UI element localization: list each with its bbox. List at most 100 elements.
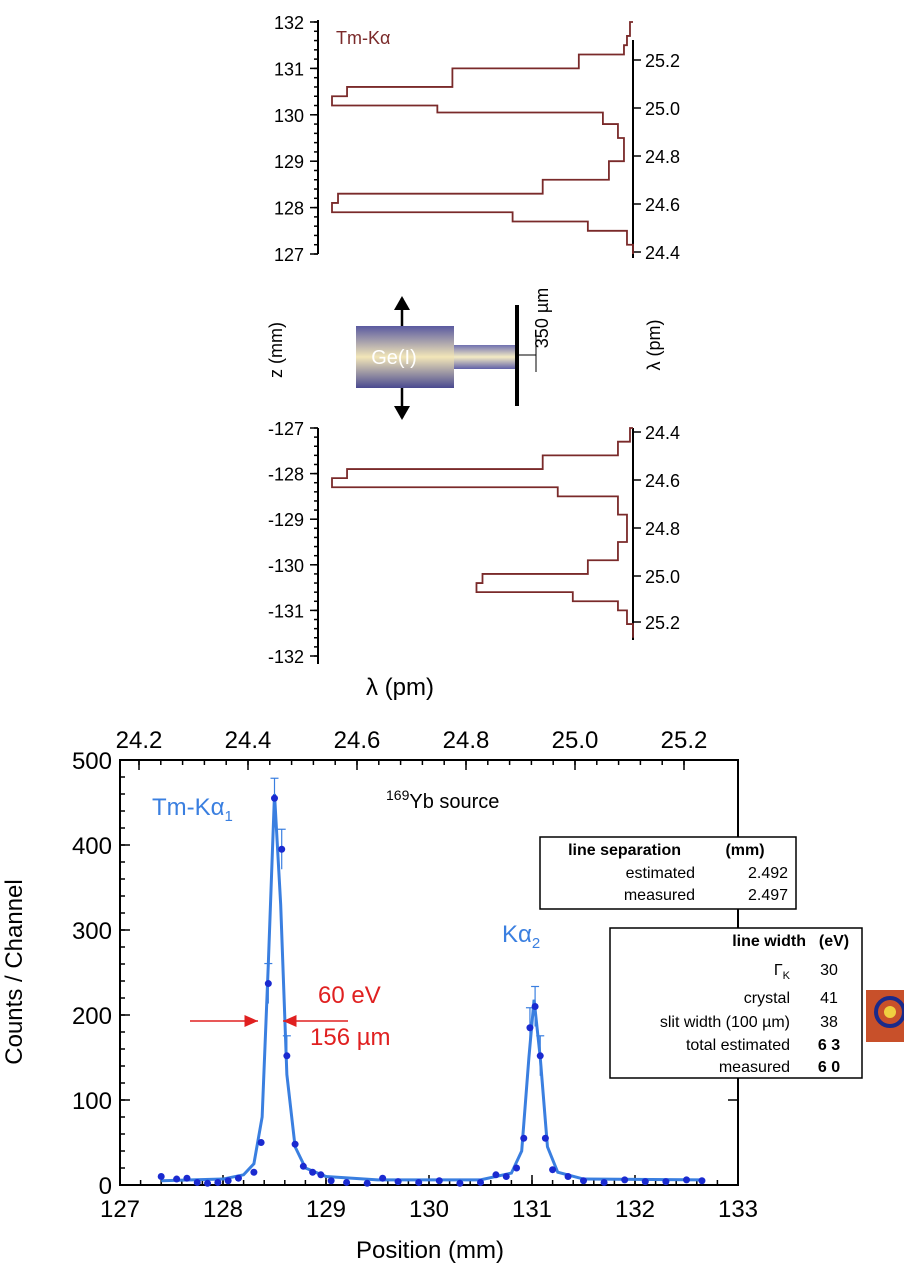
width-row-label: ΓK <box>774 962 791 982</box>
data-point <box>193 1178 201 1186</box>
width-row-label: measured <box>719 1059 790 1076</box>
line-separation-table: line separation (mm) estimated 2.492 mea… <box>539 836 797 910</box>
fwhm-um-label: 156 µm <box>310 1024 391 1051</box>
x-tick-label-top: 24.2 <box>116 727 163 754</box>
data-point <box>278 845 286 853</box>
middle-lambda-label: λ (pm) <box>366 674 434 701</box>
source-name: Yb source <box>409 791 499 813</box>
y-tick-label-right: 24.8 <box>645 147 680 167</box>
fit-curve <box>161 793 702 1183</box>
y-tick-label-right: 25.2 <box>645 51 680 71</box>
y-tick-label-left: 131 <box>274 59 304 79</box>
y-tick-label-left: 130 <box>274 106 304 126</box>
data-point <box>549 1166 557 1174</box>
data-point <box>283 1052 291 1060</box>
data-point <box>513 1164 521 1172</box>
width-row-value: 6 3 <box>818 1037 840 1054</box>
diffracted-beam <box>454 345 516 369</box>
data-point <box>531 1003 539 1010</box>
data-point <box>641 1178 649 1186</box>
y-tick-label: 0 <box>99 1173 112 1200</box>
lower-left-ticks: -127 -128 -129 -130 -131 -132 <box>268 419 318 667</box>
logo-ring <box>874 996 904 1028</box>
width-row-label: crystal <box>744 990 790 1007</box>
x-tick-label-top: 24.6 <box>334 727 381 754</box>
data-point <box>299 1162 307 1170</box>
width-table-frame <box>609 927 863 1079</box>
data-point <box>173 1175 181 1183</box>
crystal-label: Ge(I) <box>371 347 417 369</box>
data-point <box>477 1178 484 1186</box>
x-tick-label-bottom: 133 <box>718 1196 758 1223</box>
data-point <box>214 1178 222 1186</box>
z-axis-label: z (mm) <box>266 322 286 378</box>
data-point <box>327 1177 335 1185</box>
data-point <box>698 1177 706 1185</box>
x-tick-label-bottom: 129 <box>306 1196 346 1223</box>
y-tick-label-left: 132 <box>274 13 304 33</box>
data-point <box>264 980 272 988</box>
data-point <box>291 1140 299 1148</box>
data-point <box>415 1178 423 1186</box>
y-tick-label: 200 <box>72 1003 112 1030</box>
x-tick-label-top: 25.2 <box>661 727 708 754</box>
x-tick-label-bottom: 132 <box>615 1196 655 1223</box>
data-point <box>343 1178 351 1186</box>
arrow-down-icon <box>394 406 410 420</box>
y-tick-label-right: 24.6 <box>645 471 680 491</box>
width-row-value: 6 0 <box>818 1059 840 1076</box>
y-tick-label-left: -130 <box>268 556 304 576</box>
width-header: line width <box>732 933 806 950</box>
ka1-text: Tm-Kα <box>152 794 225 821</box>
ka1-label: Tm-Kα1 <box>152 794 233 825</box>
y-tick-label-left: 128 <box>274 199 304 219</box>
data-point <box>379 1174 387 1182</box>
width-row-label: total estimated <box>686 1037 790 1054</box>
x-tick-label-bottom: 131 <box>512 1196 552 1223</box>
x-axis-label: Position (mm) <box>356 1237 504 1264</box>
upper-right-ticks: 25.2 25.0 24.8 24.6 24.4 <box>633 51 680 263</box>
y-tick-label-left: -132 <box>268 647 304 667</box>
y-tick-label: 500 <box>72 748 112 775</box>
data-point <box>564 1173 572 1180</box>
y-tick-label-right: 24.6 <box>645 195 680 215</box>
gamma-symbol: Γ <box>774 962 783 979</box>
data-point <box>456 1179 464 1187</box>
data-point <box>157 1173 165 1180</box>
gamma-subscript: K <box>783 970 791 982</box>
ka1-subscript: 1 <box>225 808 233 825</box>
data-point <box>520 1134 528 1142</box>
y-tick-label-right: 24.4 <box>645 243 680 263</box>
width-row-value: 30 <box>820 962 838 979</box>
y-tick-label-left: -128 <box>268 465 304 485</box>
x-tick-label-bottom: 127 <box>100 1196 140 1223</box>
data-point <box>580 1177 587 1185</box>
separation-row-value: 2.497 <box>748 887 788 904</box>
data-point <box>234 1174 242 1182</box>
x-tick-label-top: 24.4 <box>225 727 272 754</box>
separation-row-label: measured <box>624 887 695 904</box>
x-tick-label-bottom: 130 <box>409 1196 449 1223</box>
source-label: 169Yb source <box>386 787 499 813</box>
slit-width-label: 350 µm <box>532 288 552 348</box>
separation-row-label: estimated <box>626 865 695 882</box>
y-tick-label-right: 25.2 <box>645 613 680 633</box>
separation-header: line separation <box>568 842 681 859</box>
upper-left-ticks: 132 131 130 129 128 127 <box>274 13 318 265</box>
width-row-value: 38 <box>820 1014 838 1031</box>
data-point <box>317 1171 325 1179</box>
data-point <box>183 1174 191 1182</box>
data-point <box>363 1179 371 1187</box>
y-axis-label: Counts / Channel <box>1 879 28 1064</box>
separation-table-frame <box>539 836 797 910</box>
y-tick-label-left: -129 <box>268 510 304 530</box>
data-point <box>502 1173 510 1180</box>
arrow-up-icon <box>394 296 410 310</box>
upper-histogram-trace <box>331 21 634 254</box>
data-point <box>600 1178 608 1186</box>
width-unit: (eV) <box>819 933 849 950</box>
x-tick-label-top: 24.8 <box>443 727 490 754</box>
data-point <box>435 1177 443 1185</box>
